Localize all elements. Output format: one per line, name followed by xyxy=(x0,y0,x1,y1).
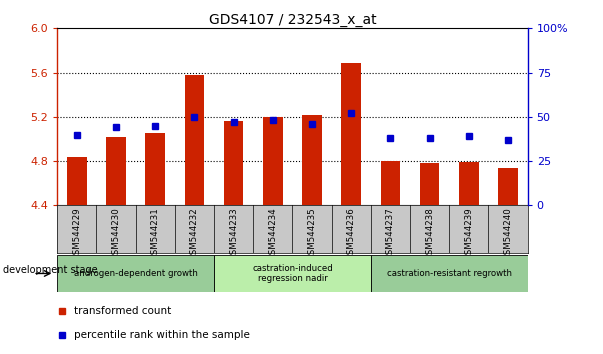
Bar xyxy=(263,117,283,205)
Text: GSM544235: GSM544235 xyxy=(308,208,317,261)
Title: GDS4107 / 232543_x_at: GDS4107 / 232543_x_at xyxy=(209,13,376,27)
Text: GSM544230: GSM544230 xyxy=(112,208,121,261)
Text: androgen-dependent growth: androgen-dependent growth xyxy=(74,269,198,278)
Text: GSM544233: GSM544233 xyxy=(229,208,238,261)
Bar xyxy=(224,121,244,205)
Text: GSM544229: GSM544229 xyxy=(72,208,81,260)
Text: castration-induced
regression nadir: castration-induced regression nadir xyxy=(252,264,333,283)
Text: GSM544234: GSM544234 xyxy=(268,208,277,261)
Text: GSM544240: GSM544240 xyxy=(504,208,513,261)
Bar xyxy=(380,161,400,205)
Text: GSM544239: GSM544239 xyxy=(464,208,473,260)
Bar xyxy=(145,133,165,205)
Text: GSM544231: GSM544231 xyxy=(151,208,160,261)
Text: percentile rank within the sample: percentile rank within the sample xyxy=(74,330,250,340)
Bar xyxy=(371,255,528,292)
Text: GSM544238: GSM544238 xyxy=(425,208,434,261)
Bar xyxy=(420,163,440,205)
Bar xyxy=(341,63,361,205)
Bar xyxy=(67,157,87,205)
Text: castration-resistant regrowth: castration-resistant regrowth xyxy=(387,269,512,278)
Text: GSM544236: GSM544236 xyxy=(347,208,356,261)
Bar xyxy=(498,168,518,205)
Bar xyxy=(459,162,479,205)
Bar xyxy=(302,115,322,205)
Bar xyxy=(185,75,204,205)
Bar xyxy=(214,255,371,292)
Text: transformed count: transformed count xyxy=(74,306,171,316)
Text: development stage: development stage xyxy=(3,265,98,275)
Bar xyxy=(106,137,126,205)
Bar xyxy=(57,255,214,292)
Text: GSM544237: GSM544237 xyxy=(386,208,395,261)
Text: GSM544232: GSM544232 xyxy=(190,208,199,261)
